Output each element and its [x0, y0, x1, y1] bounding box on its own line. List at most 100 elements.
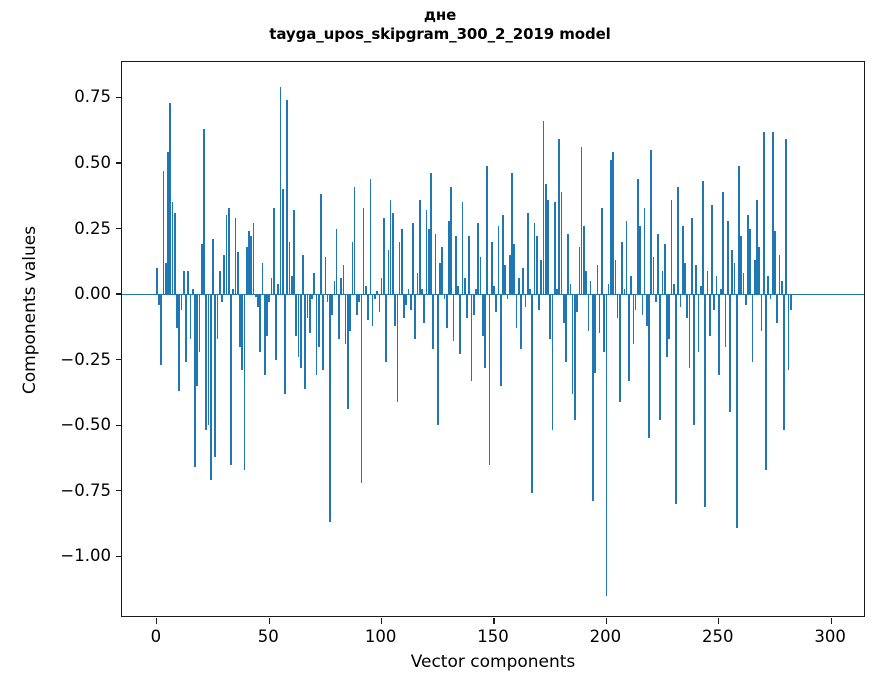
bar [571, 294, 574, 394]
bar [787, 294, 790, 371]
bar [169, 102, 172, 295]
bar [515, 294, 518, 329]
bar [178, 294, 181, 392]
bar [708, 294, 711, 337]
bar [526, 212, 529, 295]
bar [556, 288, 558, 295]
bar [423, 294, 426, 323]
bar [520, 294, 522, 350]
bar [403, 294, 405, 318]
bar [221, 294, 223, 302]
bar [742, 273, 745, 295]
bar [663, 244, 666, 295]
bar [173, 212, 176, 295]
bar [634, 294, 637, 310]
y-tick-label: −0.50 [60, 415, 111, 435]
bar [753, 260, 756, 295]
bar [672, 283, 675, 295]
bar [315, 294, 318, 376]
bar [756, 199, 758, 295]
bar [167, 152, 169, 295]
bar [774, 231, 776, 295]
bar [589, 280, 592, 295]
bar [603, 294, 605, 352]
bar [688, 294, 691, 368]
bar [560, 191, 563, 295]
bar [454, 236, 457, 295]
bar [288, 241, 291, 295]
bar [257, 294, 259, 308]
bar [706, 270, 709, 295]
bar [353, 186, 356, 295]
bar [396, 294, 399, 402]
bar [185, 294, 187, 363]
bar [418, 199, 421, 295]
bar [421, 288, 423, 295]
bar [243, 294, 246, 470]
bar [182, 270, 185, 295]
bar [266, 294, 268, 337]
y-tick-label: 0.50 [74, 152, 111, 172]
bar [538, 294, 540, 310]
bar [578, 246, 581, 295]
bar [686, 294, 689, 318]
bar [735, 294, 738, 528]
bar [720, 288, 722, 295]
bar [461, 202, 464, 295]
bar [203, 128, 205, 295]
bar [547, 199, 549, 295]
bar [430, 173, 432, 295]
bar [340, 278, 342, 295]
bar [715, 275, 718, 295]
bar [587, 294, 590, 331]
bar [652, 257, 655, 295]
bar [252, 223, 255, 295]
bar [448, 220, 450, 295]
bar [248, 231, 250, 295]
bar [191, 288, 194, 295]
bar [439, 262, 441, 295]
bar [702, 181, 704, 295]
bar [684, 262, 686, 295]
bar [468, 236, 471, 295]
bar [517, 278, 520, 295]
x-tick-mark [380, 618, 383, 624]
x-tick-mark [605, 618, 608, 624]
bar [731, 249, 734, 295]
bar [457, 286, 459, 295]
bar [758, 246, 761, 295]
bar [376, 291, 378, 295]
bar [625, 220, 628, 295]
bar [789, 294, 792, 310]
bar [567, 233, 569, 295]
bar [612, 152, 614, 295]
bar [180, 294, 183, 310]
bar [654, 294, 657, 302]
bar [349, 294, 351, 331]
bar [484, 294, 486, 368]
bar [216, 294, 219, 339]
x-tick-mark [830, 618, 832, 624]
bar [605, 294, 608, 596]
bar [416, 273, 419, 295]
bar [616, 294, 619, 318]
y-tick-mark [116, 227, 122, 230]
bar [176, 294, 178, 329]
bar [699, 286, 702, 295]
bar [392, 212, 394, 295]
bar [722, 191, 725, 295]
bar [580, 147, 583, 295]
bar [497, 225, 500, 295]
y-tick-mark [116, 96, 122, 99]
bar [637, 178, 639, 295]
bar [524, 294, 527, 308]
bar [387, 249, 390, 295]
bar [499, 294, 502, 386]
bar [409, 294, 412, 310]
bar [711, 204, 713, 295]
y-tick-mark [116, 555, 122, 557]
bar [628, 294, 630, 381]
x-tick-label: 250 [702, 627, 734, 646]
bar [729, 294, 731, 413]
